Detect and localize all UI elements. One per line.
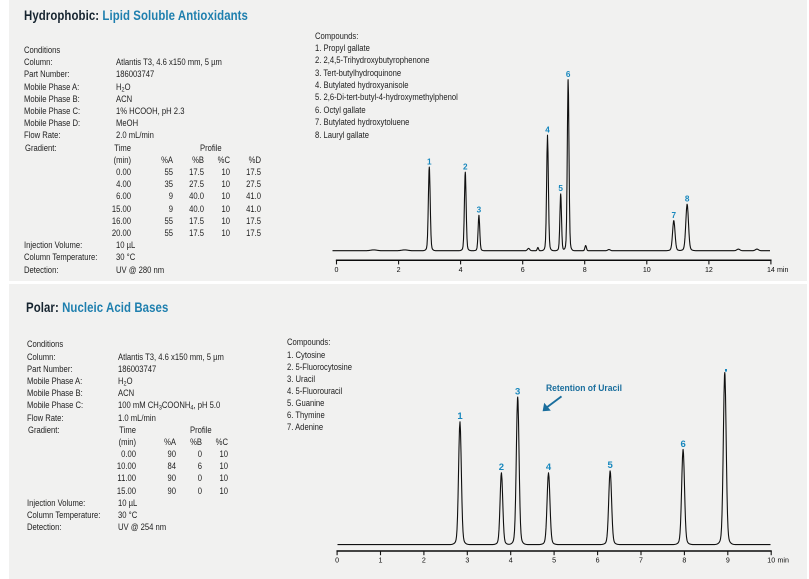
svg-text:7: 7 bbox=[672, 211, 677, 220]
svg-text:10: 10 bbox=[767, 557, 775, 565]
svg-text:3: 3 bbox=[515, 386, 520, 397]
svg-text:4: 4 bbox=[509, 557, 513, 565]
svg-text:0: 0 bbox=[335, 557, 339, 565]
svg-text:8: 8 bbox=[682, 557, 686, 565]
svg-text:6: 6 bbox=[680, 439, 685, 450]
svg-text:9: 9 bbox=[726, 557, 730, 565]
svg-text:1: 1 bbox=[427, 157, 432, 166]
svg-text:5: 5 bbox=[558, 184, 563, 193]
svg-text:7: 7 bbox=[639, 557, 643, 565]
svg-text:2: 2 bbox=[463, 163, 468, 172]
svg-text:6: 6 bbox=[521, 266, 525, 274]
svg-text:8: 8 bbox=[583, 266, 587, 274]
svg-text:12: 12 bbox=[705, 266, 713, 274]
svg-text:4: 4 bbox=[545, 126, 550, 135]
svg-text:1: 1 bbox=[457, 411, 463, 422]
svg-text:14: 14 bbox=[767, 266, 775, 274]
svg-text:6: 6 bbox=[596, 557, 600, 565]
svg-text:3: 3 bbox=[477, 206, 482, 215]
svg-text:5: 5 bbox=[552, 557, 556, 565]
svg-text:8: 8 bbox=[685, 195, 690, 204]
svg-text:6: 6 bbox=[566, 70, 571, 79]
svg-text:2: 2 bbox=[499, 462, 504, 473]
svg-text:min: min bbox=[777, 266, 788, 274]
svg-text:4: 4 bbox=[459, 266, 463, 274]
svg-text:5: 5 bbox=[607, 460, 613, 471]
svg-text:0: 0 bbox=[335, 266, 339, 274]
svg-text:2: 2 bbox=[397, 266, 401, 274]
svg-text:2: 2 bbox=[422, 557, 426, 565]
svg-text:min: min bbox=[778, 557, 789, 565]
svg-text:1: 1 bbox=[379, 557, 383, 565]
svg-text:10: 10 bbox=[643, 266, 651, 274]
svg-text:4: 4 bbox=[546, 462, 552, 473]
svg-text:3: 3 bbox=[465, 557, 469, 565]
